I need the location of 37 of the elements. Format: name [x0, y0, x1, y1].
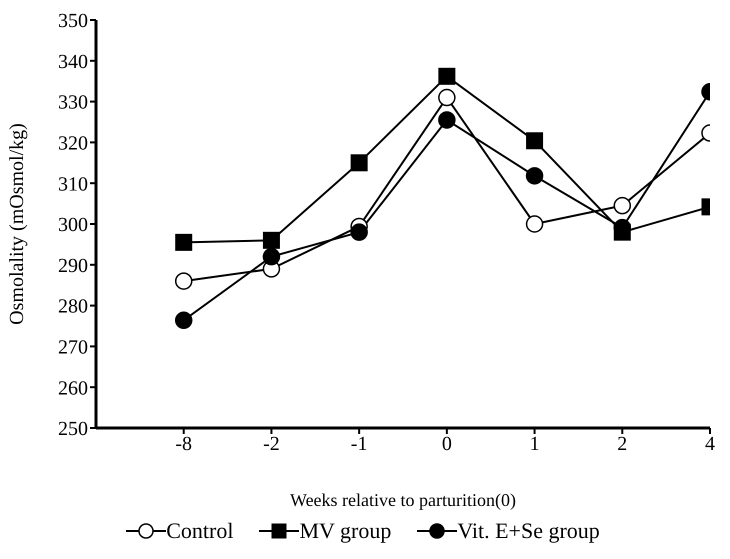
y-tick-label: 330	[58, 92, 88, 114]
point	[174, 272, 192, 290]
point	[438, 88, 456, 106]
y-tick-label: 320	[58, 132, 88, 154]
y-tick-label: 310	[58, 173, 88, 196]
y-tick-label: 250	[58, 418, 88, 440]
point	[614, 196, 632, 214]
point	[350, 154, 368, 172]
point	[526, 167, 544, 185]
point	[350, 223, 368, 241]
legend-label: Vit. E+Se group	[457, 518, 600, 544]
y-tick-label: 340	[58, 50, 88, 73]
y-tick-label: 300	[58, 214, 88, 236]
x-tick-label: 0	[442, 433, 452, 456]
point	[174, 312, 192, 330]
x-tick-label: -2	[263, 433, 280, 456]
y-tick-label: 350	[58, 10, 88, 32]
y-tick-label: 260	[58, 377, 88, 400]
x-tick-label: 4	[705, 433, 715, 456]
x-tick-label: -1	[350, 433, 368, 456]
point	[438, 68, 456, 85]
point	[262, 248, 280, 266]
point	[262, 232, 280, 249]
y-tick-label: 270	[58, 336, 88, 358]
legend-label: Control	[166, 518, 234, 544]
x-tick-label: -8	[175, 433, 192, 456]
x-axis-title: Weeks relative to parturition(0)	[290, 490, 516, 510]
y-tick-label: 280	[58, 296, 88, 318]
x-tick-label: 2	[617, 433, 628, 456]
point	[526, 132, 544, 150]
point	[526, 215, 544, 233]
x-tick-label: 1	[530, 433, 540, 456]
y-axis-title: Osmolality (mOsmol/kg)	[6, 123, 28, 325]
point	[175, 234, 192, 251]
point	[438, 111, 456, 129]
legend-label: MV group	[299, 518, 392, 544]
y-tick-label: 290	[58, 254, 88, 277]
